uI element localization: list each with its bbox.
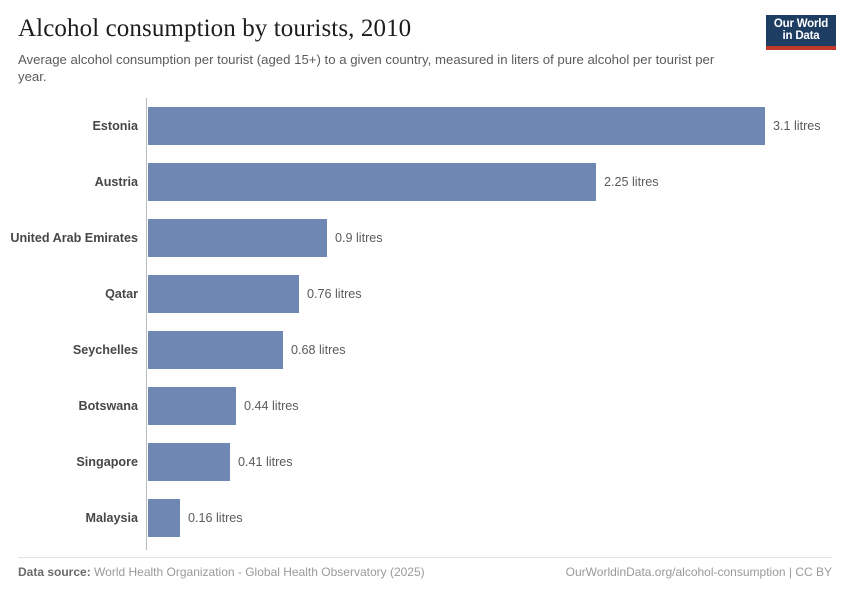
bar-row: Estonia 3.1 litres: [0, 98, 850, 154]
bar-value-label: 0.16 litres: [188, 511, 243, 525]
chart-footer: Data source: World Health Organization -…: [18, 565, 832, 579]
data-source: Data source: World Health Organization -…: [18, 565, 425, 579]
chart-subtitle: Average alcohol consumption per tourist …: [18, 52, 715, 84]
bar-category-label: Botswana: [78, 399, 138, 413]
bar-value-label: 0.68 litres: [291, 343, 346, 357]
bar-value-label: 3.1 litres: [773, 119, 821, 133]
bar-value-label: 0.9 litres: [335, 231, 383, 245]
our-world-in-data-logo[interactable]: Our World in Data: [766, 15, 836, 50]
bar[interactable]: [148, 107, 765, 145]
bar-row: United Arab Emirates 0.9 litres: [0, 210, 850, 266]
bar-row: Botswana 0.44 litres: [0, 378, 850, 434]
y-axis-line: [146, 98, 147, 550]
bar[interactable]: [148, 499, 180, 537]
bar-category-label: Austria: [94, 175, 138, 189]
bar-list: Estonia 3.1 litres Austria 2.25 litres Unite…: [0, 98, 850, 546]
bar[interactable]: [148, 219, 327, 257]
bar-value-label: 0.44 litres: [244, 399, 299, 413]
logo-line-2: in Data: [782, 30, 820, 42]
bar-value-label: 0.76 litres: [307, 287, 362, 301]
data-source-value: World Health Organization - Global Healt…: [94, 565, 425, 579]
bar[interactable]: [148, 443, 230, 481]
attribution-link[interactable]: OurWorldinData.org/alcohol-consumption |…: [565, 565, 832, 579]
footer-divider: [18, 557, 832, 558]
logo-line-1: Our World: [773, 17, 829, 30]
bar-row: Qatar 0.76 litres: [0, 266, 850, 322]
data-source-label: Data source:: [18, 565, 91, 579]
bar-category-label: Seychelles: [72, 343, 138, 357]
bar[interactable]: [148, 275, 299, 313]
bar-value-label: 2.25 litres: [604, 175, 659, 189]
bar-category-label: Qatar: [105, 287, 138, 301]
bar[interactable]: [148, 331, 283, 369]
plot-area: Estonia 3.1 litres Austria 2.25 litres Unite…: [0, 98, 850, 550]
bar-category-label: Malaysia: [85, 511, 138, 525]
bar-row: Singapore 0.41 litres: [0, 434, 850, 490]
page-title: Alcohol consumption by tourists, 2010: [18, 15, 412, 42]
bar-row: Malaysia 0.16 litres: [0, 490, 850, 546]
bar[interactable]: [148, 163, 596, 201]
bar-row: Seychelles 0.68 litres: [0, 322, 850, 378]
bar-value-label: 0.41 litres: [238, 455, 293, 469]
bar-category-label: Estonia: [92, 119, 139, 133]
bar-category-label: Singapore: [76, 455, 138, 469]
bar[interactable]: [148, 387, 236, 425]
bar-row: Austria 2.25 litres: [0, 154, 850, 210]
chart-header: Alcohol consumption by tourists, 2010 Av…: [18, 14, 758, 85]
bar-category-label: United Arab Emirates: [10, 231, 138, 245]
